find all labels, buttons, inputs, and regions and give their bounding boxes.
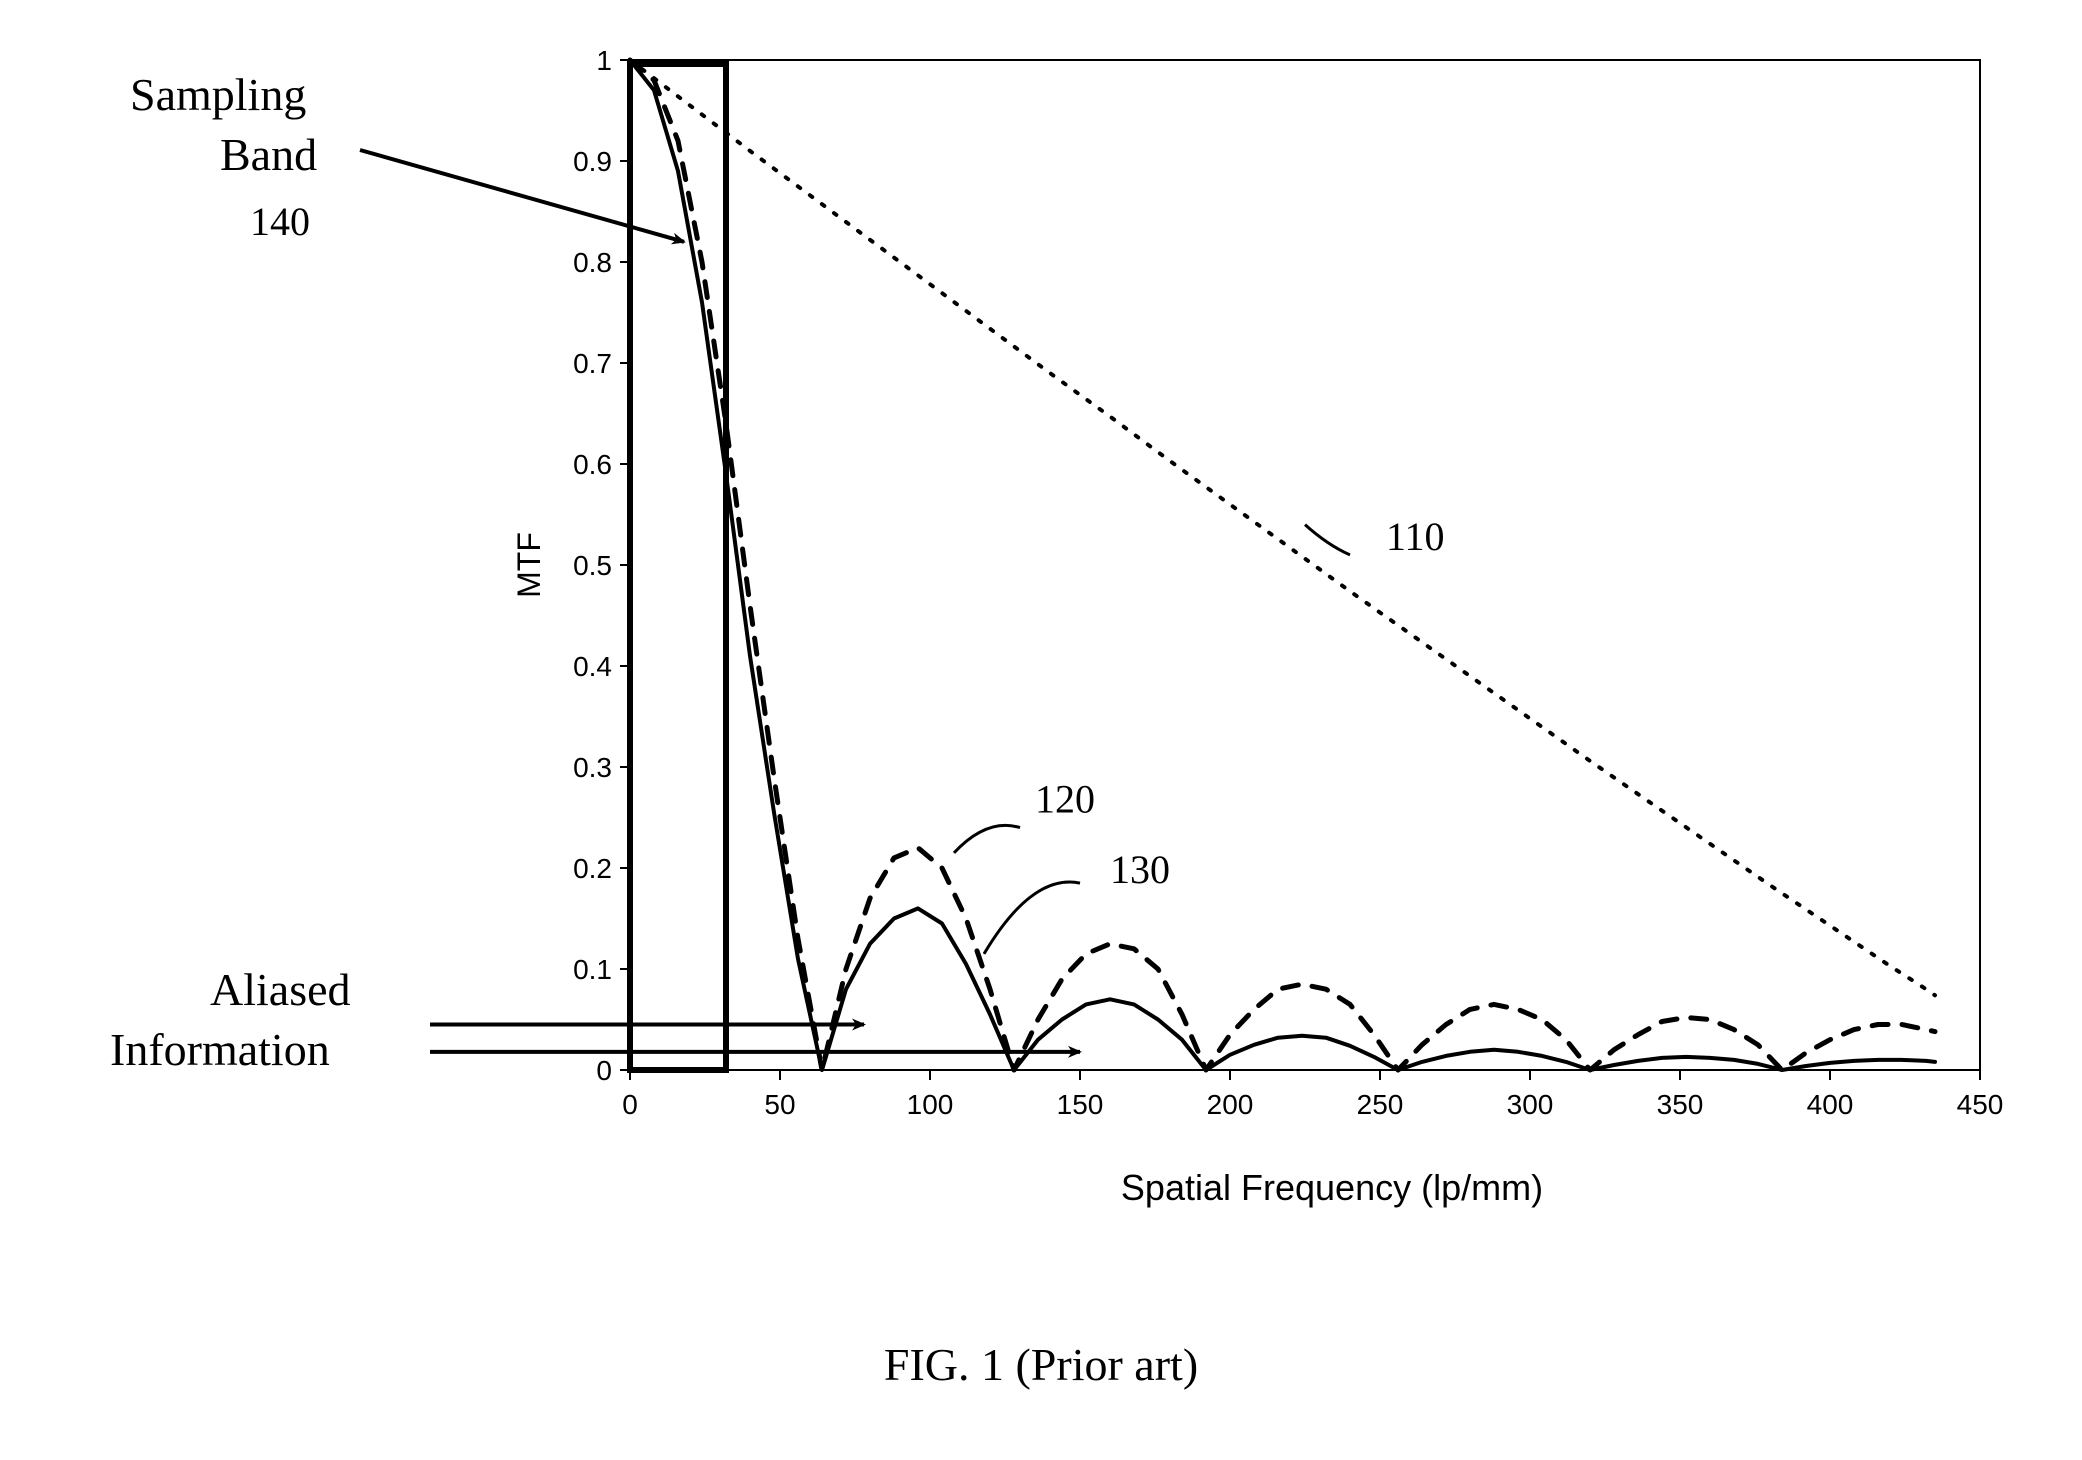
aliased-label-1: Aliased	[210, 964, 351, 1015]
mtf-chart: 0 0.1 0.2 0.3 0.4 0.5 0.6 0.7 0.8 0.9 1 0 50 100 150 20…	[0, 0, 2082, 1460]
y-axis-label: MTF	[511, 532, 547, 598]
x-tick-label: 50	[764, 1089, 795, 1120]
x-tick-label: 300	[1507, 1089, 1554, 1120]
x-tick-label: 350	[1657, 1089, 1704, 1120]
ref-130: 130	[1110, 847, 1170, 892]
x-tick-label: 400	[1807, 1089, 1854, 1120]
x-tick-label: 250	[1357, 1089, 1404, 1120]
y-tick-label: 0.7	[573, 348, 612, 379]
sampling-band-label-1: Sampling	[130, 69, 306, 120]
y-tick-label: 1	[596, 45, 612, 76]
y-tick-label: 0.9	[573, 146, 612, 177]
x-tick-label: 450	[1957, 1089, 2004, 1120]
chart-bg	[0, 0, 2082, 1460]
y-tick-label: 0.1	[573, 954, 612, 985]
aliased-label-2: Information	[110, 1024, 330, 1075]
ref-140: 140	[250, 199, 310, 244]
x-tick-label: 150	[1057, 1089, 1104, 1120]
sampling-band-label-2: Band	[220, 129, 317, 180]
y-tick-label: 0.3	[573, 752, 612, 783]
y-tick-label: 0.4	[573, 651, 612, 682]
y-tick-label: 0.8	[573, 247, 612, 278]
ref-120: 120	[1035, 776, 1095, 821]
y-tick-label: 0.6	[573, 449, 612, 480]
page: 0 0.1 0.2 0.3 0.4 0.5 0.6 0.7 0.8 0.9 1 0 50 100 150 20…	[0, 0, 2082, 1460]
x-tick-label: 0	[622, 1089, 638, 1120]
x-tick-label: 200	[1207, 1089, 1254, 1120]
x-axis-label: Spatial Frequency (lp/mm)	[1121, 1167, 1543, 1208]
y-tick-label: 0.5	[573, 550, 612, 581]
ref-110: 110	[1386, 514, 1445, 559]
figure-caption: FIG. 1 (Prior art)	[884, 1339, 1198, 1390]
y-tick-label: 0.2	[573, 853, 612, 884]
x-tick-label: 100	[907, 1089, 954, 1120]
y-tick-label: 0	[596, 1055, 612, 1086]
